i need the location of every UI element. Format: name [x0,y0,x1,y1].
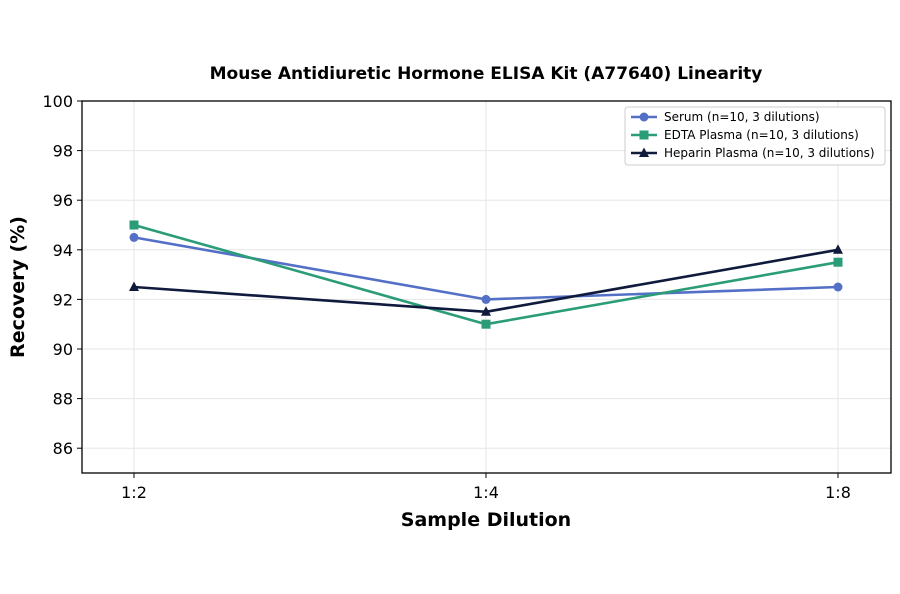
legend-label: Serum (n=10, 3 dilutions) [664,110,820,124]
series-lines [129,220,843,329]
data-point [833,244,843,254]
data-point [129,281,139,291]
y-axis-label: Recovery (%) [7,216,29,358]
x-tick-label: 1:8 [825,483,851,502]
y-tick-label: 100 [42,92,73,111]
legend-marker [639,130,649,140]
x-axis: 1:2 1:4 1:8 [121,473,851,502]
y-tick-label: 92 [53,290,73,309]
y-tick-label: 94 [53,241,73,260]
data-point [129,220,139,230]
data-point [129,232,139,242]
x-tick-label: 1:4 [473,483,499,502]
y-tick-label: 90 [53,340,73,359]
y-axis: 86 88 90 92 94 96 98 100 [42,92,82,458]
legend-entry: Heparin Plasma (n=10, 3 dilutions) [631,146,875,160]
data-point [481,306,491,316]
legend-marker [639,112,649,122]
data-point [481,319,491,329]
legend-box [624,106,886,166]
legend-label: EDTA Plasma (n=10, 3 dilutions) [664,128,859,142]
series-2 [129,220,843,329]
legend-label: Heparin Plasma (n=10, 3 dilutions) [664,146,875,160]
chart-title: Mouse Antidiuretic Hormone ELISA Kit (A7… [210,64,763,84]
data-point [833,257,843,267]
y-tick-label: 96 [53,191,73,210]
y-tick-label: 98 [53,142,73,161]
legend-marker [639,147,649,157]
y-tick-label: 86 [53,439,73,458]
data-point [833,282,843,292]
series-3 [129,244,843,316]
legend-entry: EDTA Plasma (n=10, 3 dilutions) [631,128,859,142]
legend-entry: Serum (n=10, 3 dilutions) [631,110,820,124]
legend: Serum (n=10, 3 dilutions) EDTA Plasma (n=… [624,106,886,166]
x-tick-label: 1:2 [121,483,147,502]
x-axis-label: Sample Dilution [401,509,571,531]
y-tick-label: 88 [53,390,73,409]
data-point [481,294,491,304]
